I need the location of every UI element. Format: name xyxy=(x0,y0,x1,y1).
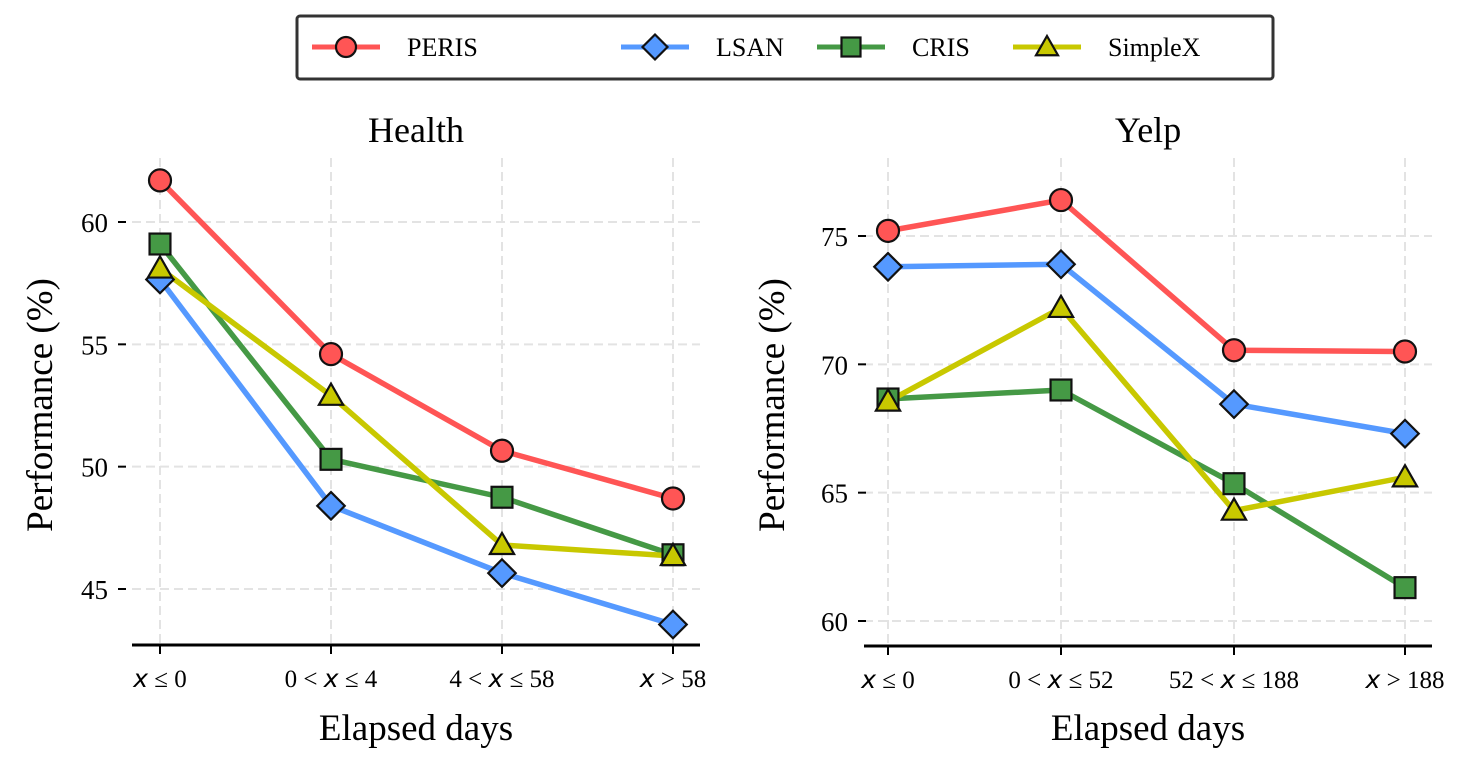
data-point-cris xyxy=(148,232,172,256)
data-point-peris xyxy=(147,168,173,193)
series-line-cris xyxy=(887,387,1407,590)
data-point-peris xyxy=(1392,339,1418,364)
x-tick-label: 0 < x ≤ 4 xyxy=(285,664,378,693)
y-tick-label: 65 xyxy=(821,479,848,509)
series-line-lsan xyxy=(157,277,674,628)
x-tick-label-post: ≤ 58 xyxy=(503,666,554,693)
y-tick-label: 60 xyxy=(81,208,108,238)
data-point-simplex xyxy=(1391,462,1419,488)
x-tick-label-post: ≤ 4 xyxy=(339,666,378,693)
x-tick-label-pre: 52 < xyxy=(1169,667,1221,694)
x-tick-label-var: x xyxy=(639,664,655,693)
x-tick-label-var: x xyxy=(860,665,876,694)
data-point-peris xyxy=(875,218,901,243)
series-line-lsan xyxy=(887,261,1406,437)
y-tick-label: 70 xyxy=(821,350,848,380)
x-tick-label-post: > 58 xyxy=(655,666,707,693)
data-point-lsan xyxy=(315,490,347,522)
x-tick-label-var: x xyxy=(1365,665,1381,694)
data-point-lsan xyxy=(1045,248,1077,280)
data-point-lsan xyxy=(657,609,689,640)
data-point-simplex xyxy=(1047,293,1075,319)
triangle-marker-icon xyxy=(1034,33,1060,57)
data-point-simplex xyxy=(146,254,174,279)
x-tick-label-pre: 0 < xyxy=(1008,667,1047,694)
x-tick-label-post: ≤ 0 xyxy=(148,666,187,693)
data-point-lsan xyxy=(872,251,904,283)
x-tick-label: x ≤ 0 xyxy=(132,664,187,693)
y-axis-label: Performance (%) xyxy=(20,278,61,532)
data-point-lsan xyxy=(1218,388,1250,420)
legend-label: LSAN xyxy=(716,33,784,62)
circle-marker-icon xyxy=(334,35,358,59)
x-tick-label: 0 < x ≤ 52 xyxy=(1008,665,1113,694)
x-tick-label: 4 < x ≤ 58 xyxy=(449,664,554,693)
data-point-simplex xyxy=(659,541,687,567)
x-tick-label-var: x xyxy=(132,664,148,693)
x-tick-label-post: ≤ 188 xyxy=(1235,667,1299,694)
legend-label: SimpleX xyxy=(1108,33,1201,62)
y-tick-label: 55 xyxy=(81,330,108,360)
x-axis-label: Elapsed days xyxy=(1051,708,1245,749)
data-point-cris xyxy=(319,447,343,471)
x-tick-label: 52 < x ≤ 188 xyxy=(1169,665,1299,694)
legend-item-lsan: LSAN xyxy=(621,32,784,62)
x-tick-label-var: x xyxy=(1220,665,1236,694)
legend-item-simplex: SimpleX xyxy=(1013,33,1201,62)
series-line-peris xyxy=(158,178,674,502)
data-point-cris xyxy=(1393,576,1417,600)
y-tick-label: 50 xyxy=(81,453,108,483)
x-tick-label-pre: 4 < xyxy=(449,666,488,693)
data-point-simplex xyxy=(317,381,345,406)
series-line-simplex xyxy=(886,305,1406,514)
data-point-peris xyxy=(660,486,686,511)
y-tick-label: 45 xyxy=(81,575,108,605)
panel-title: Yelp xyxy=(1115,110,1181,150)
data-point-cris xyxy=(1222,472,1246,496)
series-line-peris xyxy=(887,197,1406,355)
x-tick-label-post: ≤ 52 xyxy=(1062,667,1113,694)
x-axis-label: Elapsed days xyxy=(319,708,513,749)
y-tick-label: 60 xyxy=(821,607,848,637)
data-point-cris xyxy=(1049,378,1073,402)
legend-label: CRIS xyxy=(912,33,970,62)
diamond-marker-icon xyxy=(640,32,670,62)
data-point-peris xyxy=(1048,187,1074,213)
panel-title: Health xyxy=(368,110,464,150)
series-line-simplex xyxy=(158,266,674,559)
x-tick-label-post: ≤ 0 xyxy=(876,667,915,694)
x-tick-label: x > 188 xyxy=(1365,665,1445,694)
data-point-peris xyxy=(318,342,344,367)
x-tick-label-var: x xyxy=(488,664,504,693)
x-tick-label-var: x xyxy=(323,664,339,693)
legend-label: PERIS xyxy=(407,33,478,62)
legend-frame xyxy=(295,14,1275,81)
square-marker-icon xyxy=(840,36,862,58)
y-axis-label: Performance (%) xyxy=(752,278,793,532)
x-tick-label: x ≤ 0 xyxy=(860,665,915,694)
x-tick-label: x > 58 xyxy=(639,664,706,693)
y-tick-label: 75 xyxy=(821,222,848,252)
data-point-peris xyxy=(489,438,515,463)
data-point-lsan xyxy=(486,557,518,589)
x-tick-label-var: x xyxy=(1047,665,1063,694)
legend: PERIS LSAN CRIS SimpleX xyxy=(295,14,1275,81)
data-point-simplex xyxy=(874,387,902,412)
data-point-peris xyxy=(1221,338,1247,363)
data-point-simplex xyxy=(1220,496,1248,521)
x-tick-label-pre: 0 < xyxy=(285,666,324,693)
data-point-lsan xyxy=(1389,418,1421,449)
legend-item-cris: CRIS xyxy=(817,33,970,62)
data-point-simplex xyxy=(488,530,516,556)
legend-item-peris: PERIS xyxy=(312,33,478,62)
series-line-cris xyxy=(157,242,674,558)
panel-health: Health 45 50 55 60 x ≤ 0 0 < x ≤ 4 4 < x ≤ 58 x … xyxy=(20,110,706,749)
data-point-cris xyxy=(490,485,514,509)
x-tick-label-post: > 188 xyxy=(1380,667,1444,694)
